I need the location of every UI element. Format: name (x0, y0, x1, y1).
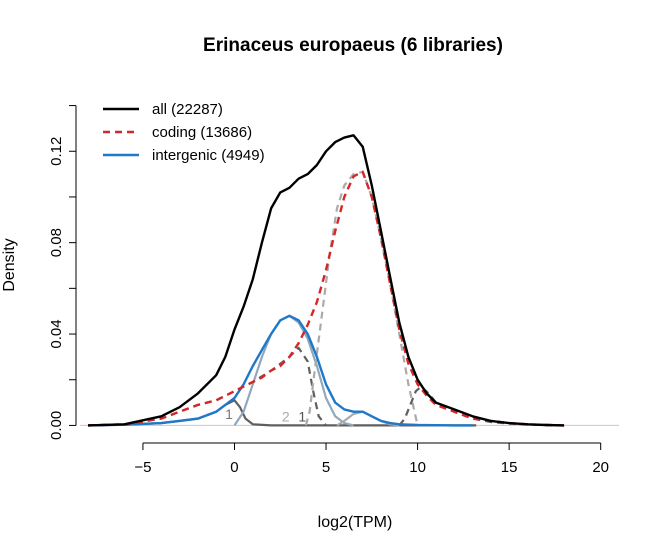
mixture-components (87, 170, 565, 427)
component-label: 1 (225, 406, 233, 422)
series-line-2 (87, 170, 565, 427)
legend-label: coding (13686) (152, 124, 252, 141)
x-axis-label: log2(TPM) (318, 514, 393, 531)
series-line-3 (87, 314, 473, 427)
series-line-1 (87, 134, 565, 427)
x-tick-label: 5 (322, 459, 330, 476)
mixture-component-2 (233, 314, 354, 427)
y-tick-label: 0.08 (48, 228, 65, 257)
y-axis-label: Density (1, 238, 18, 291)
x-tick-label: 15 (501, 459, 518, 476)
x-tick-label: 10 (409, 459, 426, 476)
x-tick-label: 0 (230, 459, 238, 476)
legend: all (22287) coding (13686) intergenic (494… (103, 101, 265, 164)
x-tick-label: −5 (134, 459, 151, 476)
y-tick-label: 0.12 (48, 137, 65, 166)
axes: −5 0 5 10 15 20 0.00 0.04 0.08 0.12 (48, 105, 619, 476)
chart-title: Erinaceus europaeus (6 libraries) (203, 35, 503, 56)
mixture-component-3 (87, 346, 327, 427)
component-label: 1 (298, 408, 306, 424)
mixture-component-4 (304, 170, 419, 426)
y-tick-label: 0.00 (48, 411, 65, 440)
legend-label: intergenic (4949) (152, 147, 265, 164)
component-label: 2 (282, 408, 290, 424)
series-lines (87, 134, 565, 427)
legend-label: all (22287) (152, 101, 223, 118)
x-tick-label: 20 (592, 459, 609, 476)
y-tick-label: 0.04 (48, 319, 65, 348)
